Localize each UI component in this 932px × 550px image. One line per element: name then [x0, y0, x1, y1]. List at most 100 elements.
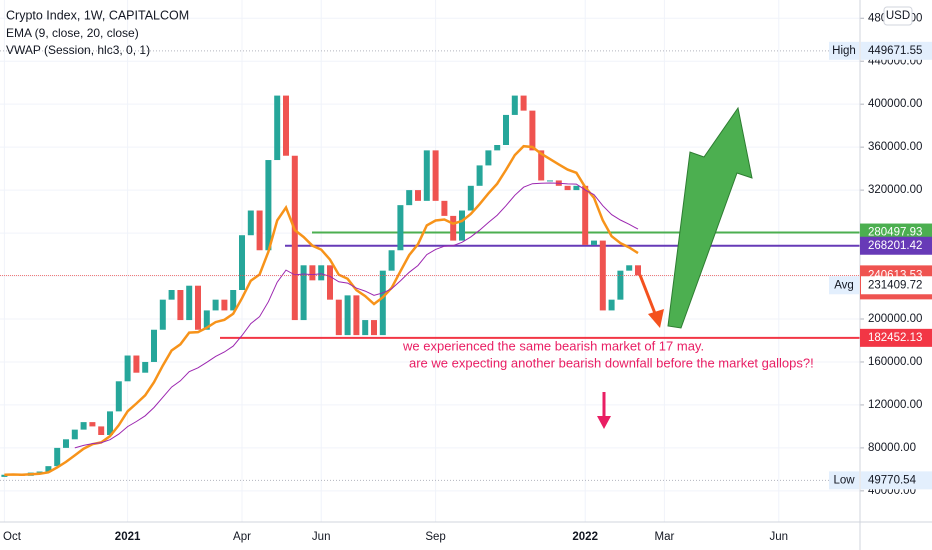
candle-body: [107, 411, 113, 435]
candle-body: [608, 299, 615, 311]
high-label: High: [832, 45, 856, 57]
candle-body: [467, 185, 474, 211]
candle-body: [547, 180, 553, 182]
candle-body: [203, 310, 210, 330]
x-tick-label: Oct: [3, 531, 22, 543]
level-label-box: [860, 328, 932, 347]
annotation: are we expecting another bearish downfal…: [409, 355, 814, 370]
candle-body: [318, 265, 325, 281]
candle-body: [283, 95, 289, 156]
y-tick-label: 400000.00: [868, 98, 922, 110]
candle-body: [133, 355, 140, 373]
candle-body: [230, 290, 237, 311]
candle-body: [89, 422, 96, 427]
candle-body: [98, 426, 105, 435]
candle-body: [247, 210, 254, 236]
candle-body: [626, 265, 633, 271]
high-value: 449671.55: [868, 45, 922, 57]
low-label: Low: [833, 474, 855, 486]
down-arrow-shaft: [638, 274, 658, 317]
candle-body: [520, 95, 527, 111]
candle-body: [212, 299, 219, 311]
candle-body: [503, 114, 509, 145]
currency: USD: [886, 10, 910, 22]
candle-body: [441, 200, 448, 216]
level-label: 268201.42: [868, 240, 922, 252]
candle-body: [177, 290, 184, 321]
indicator-line: [74, 182, 639, 449]
grid: [0, 0, 860, 522]
candle-body: [186, 285, 193, 321]
candle-body: [54, 447, 61, 467]
x-tick-label: Apr: [233, 531, 251, 543]
candle-body: [142, 361, 149, 373]
avg-label-box: [829, 276, 859, 295]
candle-body: [309, 265, 316, 281]
y-tick-label: 160000.00: [868, 356, 922, 368]
candle-body: [151, 329, 157, 362]
candle-body: [168, 290, 175, 300]
candle-body: [344, 295, 351, 336]
indicator-line: [4, 144, 639, 476]
candle-body: [388, 250, 395, 271]
x-tick-label: Mar: [654, 531, 674, 543]
candle-body: [582, 185, 589, 245]
candle-body: [511, 95, 518, 115]
avg-value-box: [861, 276, 932, 295]
x-tick-label: Jun: [770, 531, 789, 543]
level-label: 182452.13: [868, 332, 922, 344]
candle-body: [45, 466, 52, 472]
candle-body: [274, 95, 281, 161]
candle-body: [63, 439, 69, 448]
level-label: 280497.93: [868, 227, 922, 239]
chart-title: Crypto Index, 1W, CAPITALCOM: [6, 8, 189, 22]
candle-body: [476, 165, 483, 186]
candle-body: [362, 320, 369, 336]
candle-body: [538, 150, 545, 181]
x-tick-label: Jun: [312, 531, 331, 543]
candle-body: [36, 471, 43, 473]
y-tick-label: 120000.00: [868, 399, 922, 411]
y-tick-label: 360000.00: [868, 141, 922, 153]
candle-body: [1, 474, 8, 477]
candle-body: [71, 429, 78, 440]
y-tick-label: 320000.00: [868, 184, 922, 196]
y-tick-label: 80000.00: [868, 442, 916, 454]
candle-body: [300, 265, 307, 321]
candle-body: [529, 110, 536, 151]
candle-body: [617, 270, 624, 300]
x-tick-label: 2021: [115, 531, 141, 543]
candle-body: [327, 265, 333, 300]
up-arrow: [667, 106, 753, 329]
x-tick-label: 2022: [572, 531, 598, 543]
candle-body: [353, 295, 360, 336]
candle-body: [291, 155, 298, 321]
avg-label: Avg: [834, 279, 854, 291]
candle-body: [397, 205, 404, 251]
y-tick-label: 200000.00: [868, 313, 922, 325]
candle-body: [195, 285, 201, 330]
candle-body: [80, 422, 87, 430]
annotation: we experienced the same bearish market o…: [402, 338, 704, 353]
candle-body: [432, 150, 439, 201]
currency-button: [883, 6, 913, 26]
candle-body: [124, 355, 131, 382]
low-value-box: [861, 471, 932, 490]
low-value: 49770.54: [868, 474, 917, 486]
down-arrow-head: [648, 309, 664, 328]
candle-body: [494, 145, 501, 151]
candle-body: [450, 215, 457, 241]
candle-body: [371, 320, 377, 336]
low-label-box: [829, 471, 859, 490]
candle-body: [221, 299, 228, 311]
candle-body: [406, 190, 413, 206]
candle-body: [485, 150, 492, 166]
candle-body: [459, 210, 465, 241]
candle-body: [335, 299, 342, 336]
pink-arrow-head: [597, 416, 611, 429]
avg-value: 231409.72: [868, 279, 922, 291]
level-label-box: [860, 236, 932, 255]
